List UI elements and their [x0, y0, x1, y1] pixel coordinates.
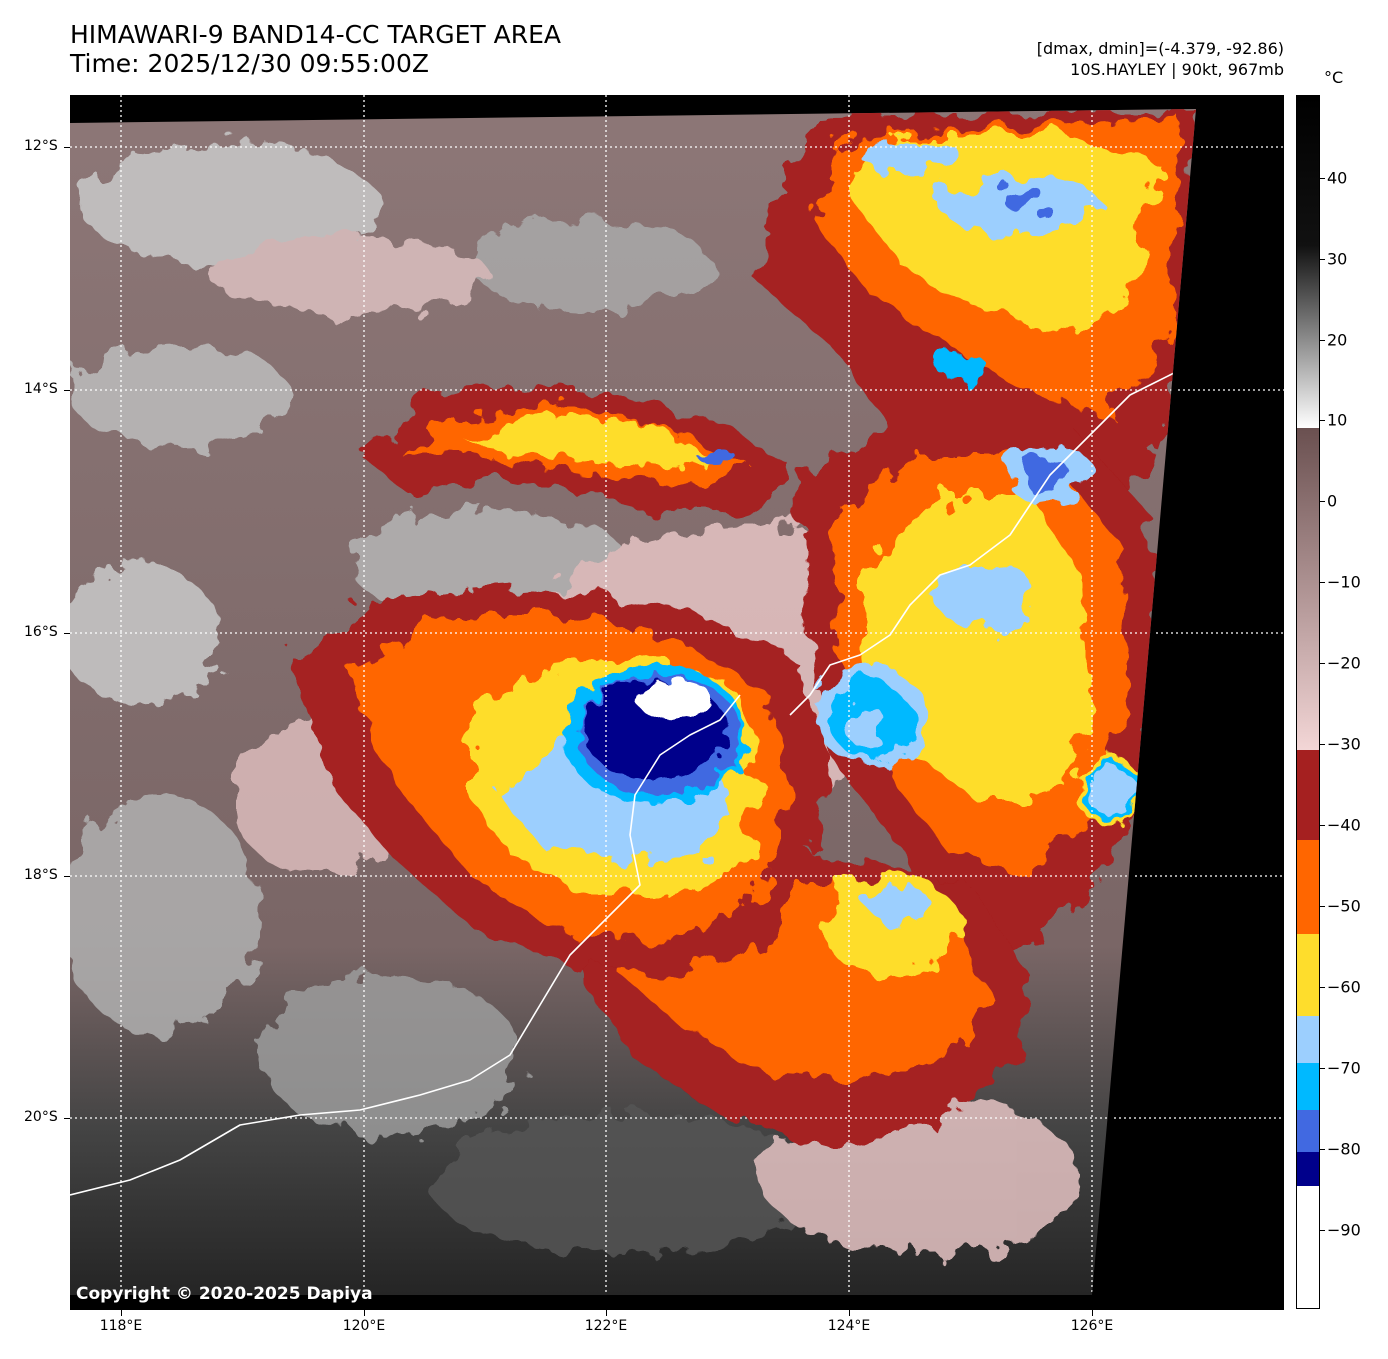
- colorbar-tick: [1320, 582, 1325, 583]
- colorbar-tick: [1320, 825, 1325, 826]
- lon-label-126e: 126°E: [1070, 1318, 1114, 1334]
- colorbar-label: −10: [1327, 572, 1361, 592]
- lon-label-118e: 118°E: [99, 1318, 143, 1334]
- colorbar-tick: [1320, 1149, 1325, 1150]
- colorbar-tick: [1320, 906, 1325, 907]
- colorbar-label: −20: [1327, 653, 1361, 673]
- lon-tick: [364, 1310, 365, 1316]
- colorbar-unit: °C: [1324, 68, 1344, 87]
- lon-tick: [849, 1310, 850, 1316]
- satellite-map: Copyright © 2020-2025 Dapiya: [70, 95, 1284, 1310]
- colorbar-label: 30: [1327, 249, 1348, 269]
- lon-label-122e: 122°E: [584, 1318, 628, 1334]
- colorbar-tick: [1320, 259, 1325, 260]
- colorbar-tick: [1320, 420, 1325, 421]
- lon-label-120e: 120°E: [342, 1318, 386, 1334]
- title-time: Time: 2025/12/30 09:55:00Z: [70, 49, 429, 78]
- coastline: [70, 356, 1196, 1196]
- chart-title: HIMAWARI-9 BAND14-CC TARGET AREA Time: 2…: [70, 20, 561, 78]
- colorbar-label: 20: [1327, 330, 1348, 350]
- colorbar-label: 0: [1327, 491, 1338, 511]
- colorbar-label: 40: [1327, 168, 1348, 188]
- lat-tick: [64, 633, 70, 634]
- colorbar-tick: [1320, 1230, 1325, 1231]
- lat-label-14s: 14°S: [24, 381, 58, 397]
- graticule: [70, 109, 1196, 1295]
- colorbar-label: 10: [1327, 410, 1348, 430]
- lon-tick: [121, 1310, 122, 1316]
- colorbar-tick: [1320, 663, 1325, 664]
- colorbar-tick: [1320, 178, 1325, 179]
- colorbar-tick: [1320, 1068, 1325, 1069]
- colorbar-tick: [1320, 501, 1325, 502]
- copyright-notice: Copyright © 2020-2025 Dapiya: [76, 1284, 373, 1304]
- storm-name: 10S.HAYLEY | 90kt, 967mb: [1070, 60, 1284, 79]
- colorbar-tick: [1320, 744, 1325, 745]
- colorbar-label: −30: [1327, 734, 1361, 754]
- colorbar-scale: [1297, 96, 1319, 1308]
- colorbar: [1296, 95, 1320, 1309]
- colorbar-tick: [1320, 987, 1325, 988]
- lat-tick: [64, 1118, 70, 1119]
- colorbar-label: −60: [1327, 977, 1361, 997]
- colorbar-label: −70: [1327, 1058, 1361, 1078]
- lon-tick: [1092, 1310, 1093, 1316]
- lat-tick: [64, 390, 70, 391]
- lon-tick: [606, 1310, 607, 1316]
- ir-image: [70, 95, 1284, 1295]
- lat-tick: [64, 876, 70, 877]
- storm-info: [dmax, dmin]=(-4.379, -92.86) 10S.HAYLEY…: [1037, 38, 1284, 80]
- lat-label-12s: 12°S: [24, 138, 58, 154]
- lat-label-18s: 18°S: [24, 867, 58, 883]
- lat-label-16s: 16°S: [24, 624, 58, 640]
- title-product: HIMAWARI-9 BAND14-CC TARGET AREA: [70, 20, 562, 49]
- lat-tick: [64, 147, 70, 148]
- colorbar-label: −50: [1327, 896, 1361, 916]
- colorbar-label: −80: [1327, 1139, 1361, 1159]
- colorbar-tick: [1320, 340, 1325, 341]
- data-range: [dmax, dmin]=(-4.379, -92.86): [1036, 39, 1284, 58]
- lon-label-124e: 124°E: [827, 1318, 871, 1334]
- colorbar-label: −90: [1327, 1220, 1361, 1240]
- lat-label-20s: 20°S: [24, 1109, 58, 1125]
- colorbar-label: −40: [1327, 815, 1361, 835]
